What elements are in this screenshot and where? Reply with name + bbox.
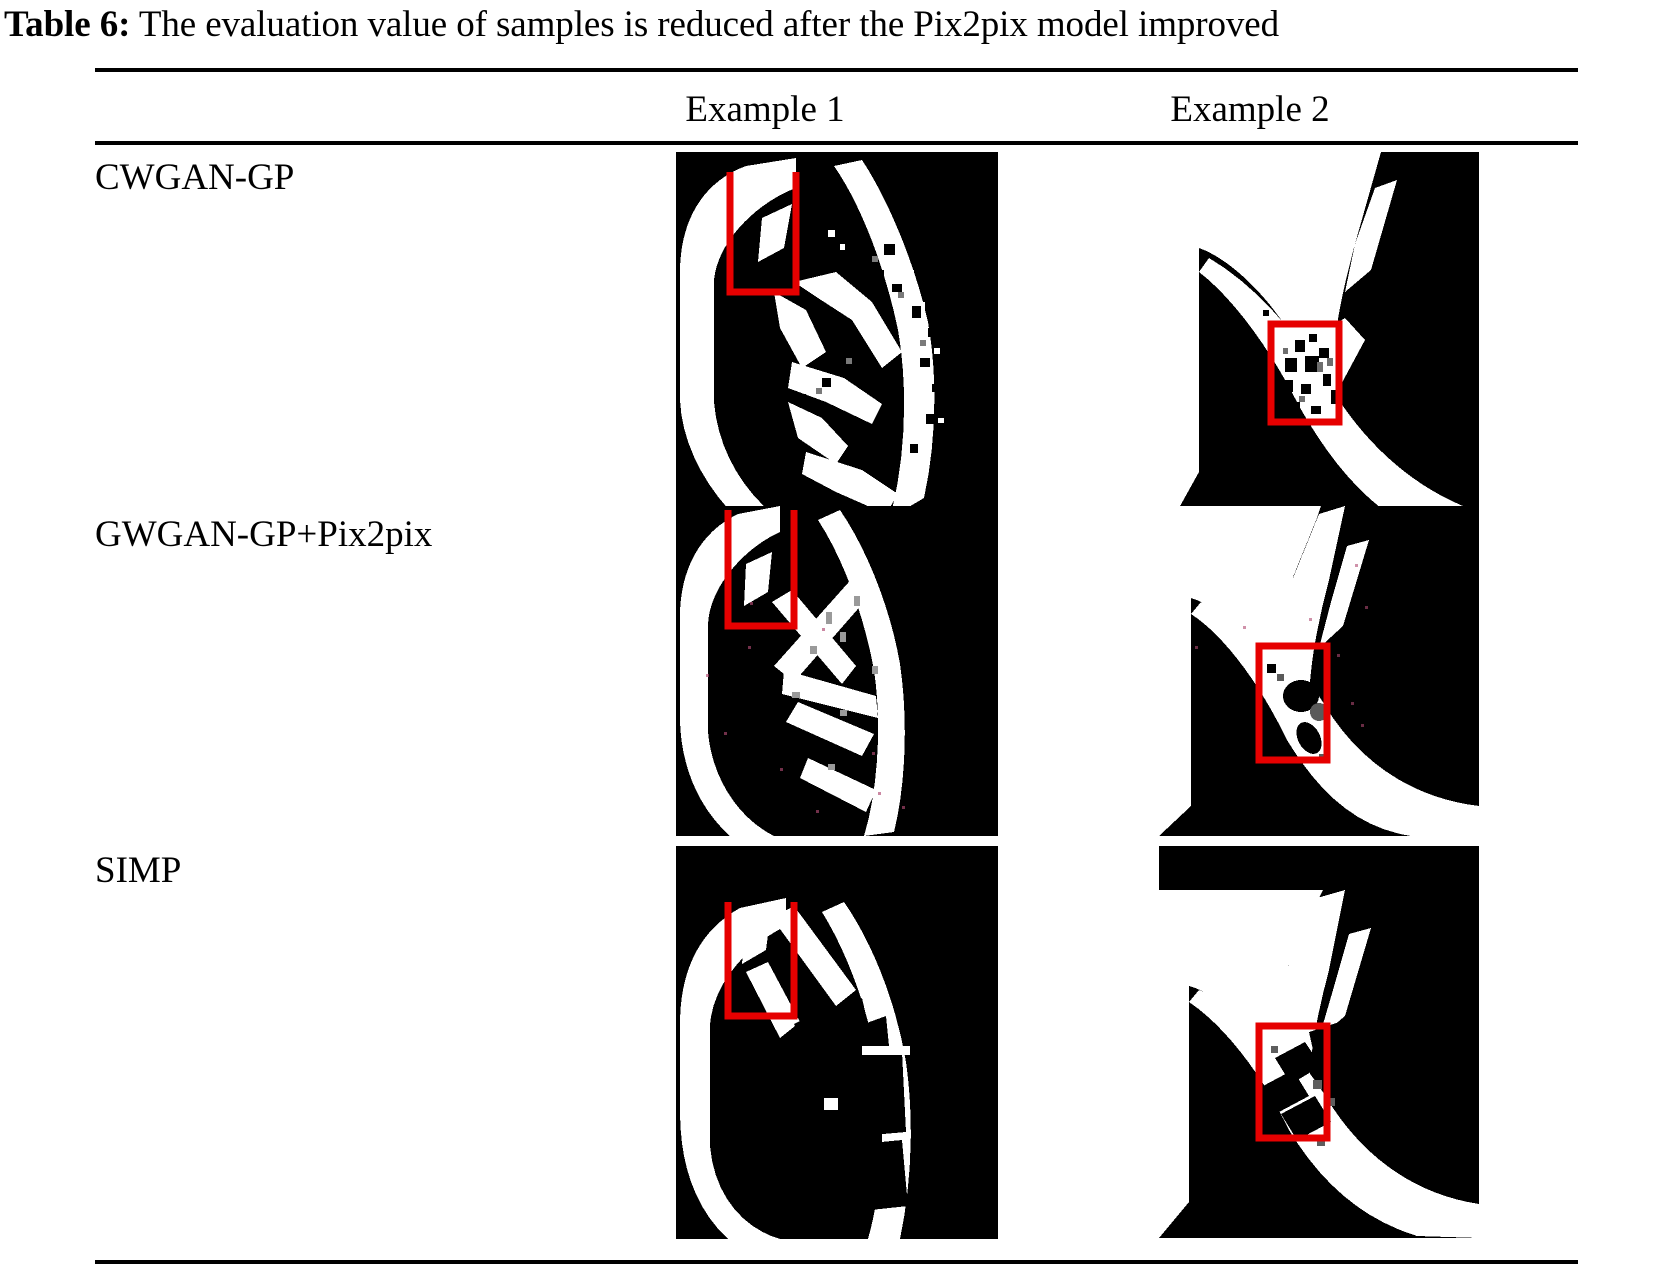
- cell-image-cwgan-gp-example-2: [1159, 152, 1479, 544]
- table-caption-text: The evaluation value of samples is reduc…: [138, 4, 1280, 45]
- table-rule-header: [95, 141, 1578, 145]
- table-rule-bottom: [95, 1260, 1578, 1264]
- cell-image-gwgan-gp-pix2pix-example-2: [1159, 506, 1479, 898]
- table-rule-top: [95, 68, 1578, 72]
- column-header-example-1: Example 1: [685, 89, 845, 130]
- table-caption-label: Table 6:: [4, 4, 131, 45]
- row-label-simp: SIMP: [95, 850, 182, 891]
- cell-image-cwgan-gp-example-1: [676, 152, 998, 545]
- cell-image-simp-example-2: [1159, 846, 1479, 1238]
- column-header-example-2: Example 2: [1170, 89, 1330, 130]
- cell-image-gwgan-gp-pix2pix-example-1: [676, 506, 998, 899]
- table-caption: Table 6: The evaluation value of samples…: [4, 2, 1671, 48]
- cell-image-simp-example-1: [676, 846, 998, 1239]
- row-label-cwgan-gp: CWGAN-GP: [95, 157, 295, 198]
- row-label-gwgan-gp-pix2pix: GWGAN-GP+Pix2pix: [95, 514, 433, 555]
